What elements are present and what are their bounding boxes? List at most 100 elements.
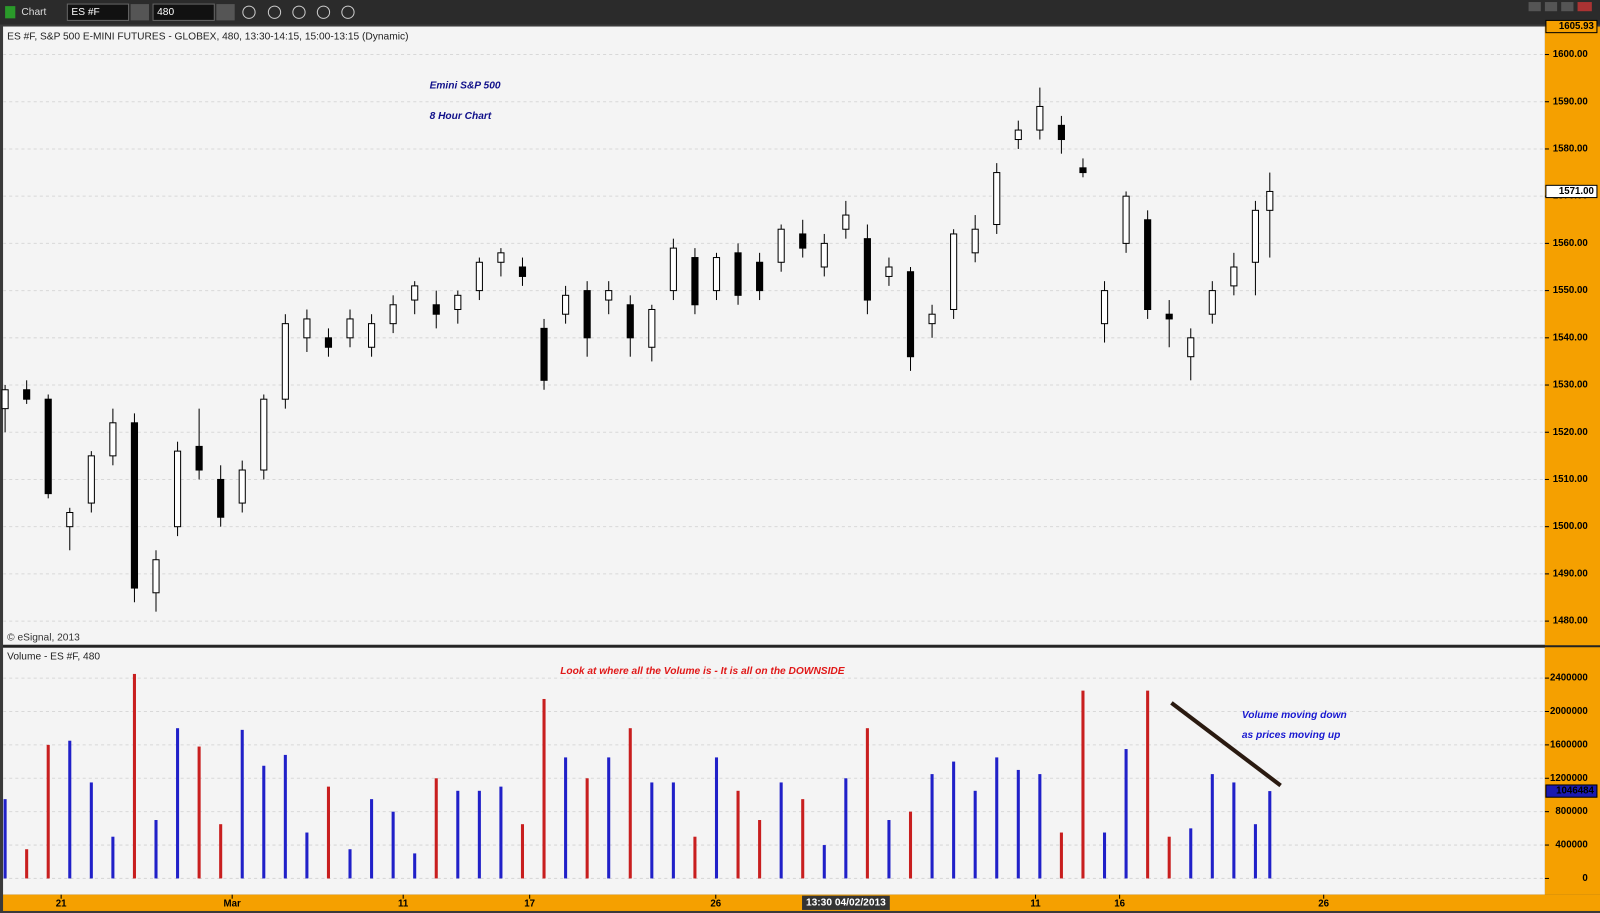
maximize-button[interactable]	[1561, 2, 1574, 12]
y-tick-label: 400000	[1555, 840, 1587, 851]
volume-bar	[477, 790, 481, 879]
interval-box[interactable]	[152, 3, 215, 21]
volume-bar	[1059, 832, 1063, 879]
candle-body	[605, 290, 613, 301]
y-tick-label: 1530.00	[1553, 380, 1588, 391]
cursor-time: 13:30 04/02/2013	[806, 897, 886, 908]
candle-body	[820, 242, 828, 268]
volume-bar	[1038, 774, 1042, 879]
volume-bar	[1146, 690, 1150, 879]
candle-body	[1122, 195, 1130, 244]
last-value-label: 1571.00	[1559, 186, 1594, 197]
candle-body	[1251, 209, 1259, 263]
candle-body	[950, 233, 958, 310]
interval[interactable]: 480	[157, 7, 174, 18]
source: © eSignal, 2013	[7, 632, 80, 643]
y-tick-label: 1580.00	[1553, 144, 1588, 155]
y-tick-label: 1560.00	[1553, 238, 1588, 249]
volume-bar	[111, 836, 115, 879]
volume-bar	[844, 778, 848, 879]
candle-body	[130, 422, 139, 589]
candle-body	[669, 247, 677, 292]
volume-bar	[197, 746, 201, 879]
candle-body	[1057, 124, 1065, 141]
volume-title: Volume - ES #F, 480	[7, 652, 100, 663]
chart-header: ES #F, S&P 500 E-MINI FUTURES - GLOBEX, …	[7, 31, 408, 42]
clock-button[interactable]	[216, 4, 235, 21]
refresh-button[interactable]	[267, 5, 282, 19]
volume-bar	[1081, 690, 1085, 879]
volume-bar	[1189, 828, 1193, 879]
candle-body	[1165, 313, 1173, 320]
y-tick-label: 1500.00	[1553, 521, 1588, 532]
candle-body	[691, 257, 699, 306]
candle-body	[497, 252, 505, 263]
x-tick-label: 17	[524, 898, 535, 909]
volume-bar	[262, 765, 266, 879]
volume-bar	[456, 790, 460, 879]
candle-body	[195, 445, 203, 471]
candle-body	[411, 285, 419, 301]
y-tick-label: 1540.00	[1553, 332, 1588, 343]
candle-body	[432, 304, 440, 315]
minimize-button[interactable]	[1528, 2, 1541, 12]
close-button[interactable]	[1577, 2, 1592, 12]
x-tick-label: Mar	[224, 898, 241, 909]
candle-body	[583, 290, 591, 339]
candle-body	[756, 261, 764, 292]
chart-title: Emini S&P 500	[430, 80, 501, 91]
link-button[interactable]	[341, 5, 355, 19]
volume-bar	[154, 820, 158, 879]
x-tick-label: 11	[1030, 898, 1041, 909]
symbol-box[interactable]	[66, 3, 130, 21]
candle-body	[1208, 290, 1216, 315]
volume-bar	[865, 728, 869, 879]
volume-bar	[132, 673, 136, 879]
settings-button[interactable]	[130, 4, 149, 21]
volume-bar	[413, 853, 417, 879]
volume-bar	[671, 782, 675, 879]
symbol[interactable]: ES #F	[71, 7, 99, 18]
candle-body	[906, 271, 915, 358]
volume-bar	[585, 778, 589, 879]
restore-button[interactable]	[1544, 2, 1558, 12]
window-title: Chart	[21, 7, 46, 18]
last-value-box	[1545, 19, 1598, 34]
y-tick-label: 800000	[1555, 806, 1587, 817]
volume-bar	[908, 811, 913, 879]
volume-bar	[176, 728, 180, 879]
volume-bar	[564, 757, 568, 879]
candle-body	[1, 389, 9, 410]
candle-body	[260, 398, 268, 471]
candle-body	[238, 469, 246, 504]
app-icon	[5, 6, 16, 19]
alert-button[interactable]	[316, 5, 331, 19]
volume-bar	[1124, 749, 1128, 879]
volume-bar	[952, 761, 956, 879]
candle-body	[562, 294, 570, 315]
candle-body	[281, 323, 289, 400]
candle-body	[928, 313, 936, 325]
y-tick-label: 1200000	[1550, 773, 1588, 784]
volume-panel	[3, 647, 1545, 895]
toolbar	[0, 0, 1600, 25]
x-tick-label: 11	[398, 898, 409, 909]
play-button[interactable]	[292, 5, 306, 19]
volume-bar	[434, 778, 438, 879]
volume-bar	[995, 757, 999, 879]
volume-bar	[1210, 774, 1214, 879]
candle-body	[1187, 337, 1195, 358]
draw-button[interactable]	[242, 5, 256, 19]
volume-bar	[1268, 791, 1272, 879]
candle-body	[475, 261, 483, 292]
last-value-label: 1046484	[1556, 786, 1594, 797]
trend-line	[1170, 701, 1282, 788]
volume-bar	[822, 845, 826, 879]
volume-bar	[1102, 832, 1107, 879]
candle-body	[712, 257, 721, 292]
volume-bar	[1016, 769, 1020, 879]
volume-bar	[758, 820, 762, 879]
candle-body	[389, 304, 397, 325]
volume-bar	[607, 757, 611, 879]
